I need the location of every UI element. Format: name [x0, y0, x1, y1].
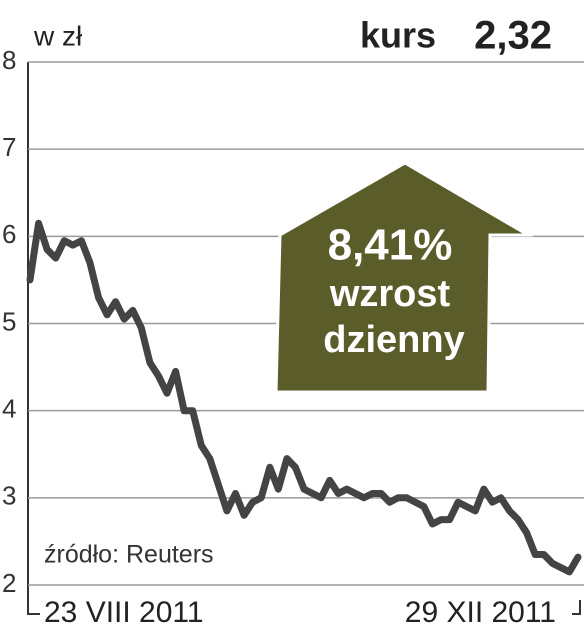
y-tick-label: 8: [2, 45, 16, 75]
y-tick-label: 5: [2, 306, 16, 336]
price-label: kurs: [360, 15, 436, 56]
y-tick-label: 6: [2, 219, 16, 249]
unit-label: w zł: [33, 20, 83, 51]
annotation-text: dzienny: [323, 319, 464, 361]
annotation-text: wzrost: [329, 273, 451, 315]
x-tick-label: 29 XII 2011: [405, 596, 556, 629]
x-tick-label: 23 VIII 2011: [44, 596, 204, 629]
annotation-arrow: [274, 161, 534, 394]
line: [26, 219, 582, 576]
y-tick-label: 3: [2, 481, 16, 511]
price: 2,32: [474, 14, 552, 58]
y-tick-label: 2: [2, 568, 16, 598]
y-tick-label: 7: [2, 132, 16, 162]
x-axis-bracket: [27, 600, 581, 615]
annotation-value: 8,41%: [328, 221, 453, 270]
y-tick-label: 4: [2, 394, 16, 424]
source: źródło: Reuters: [44, 541, 214, 569]
